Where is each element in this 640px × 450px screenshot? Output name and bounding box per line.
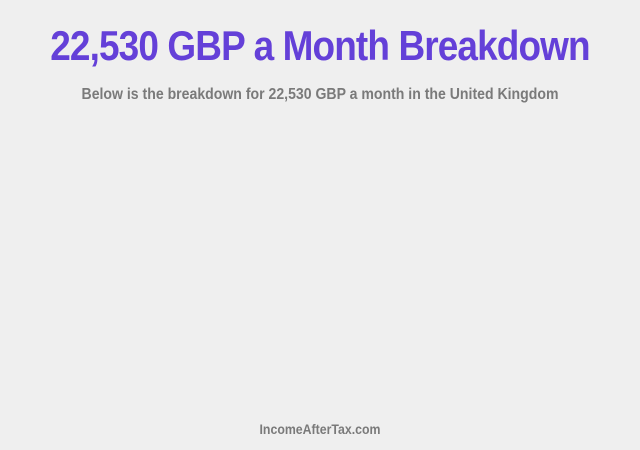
site-footer: IncomeAfterTax.com	[259, 421, 381, 437]
page-title: 22,530 GBP a Month Breakdown	[50, 22, 590, 69]
page-subtitle: Below is the breakdown for 22,530 GBP a …	[81, 86, 559, 103]
